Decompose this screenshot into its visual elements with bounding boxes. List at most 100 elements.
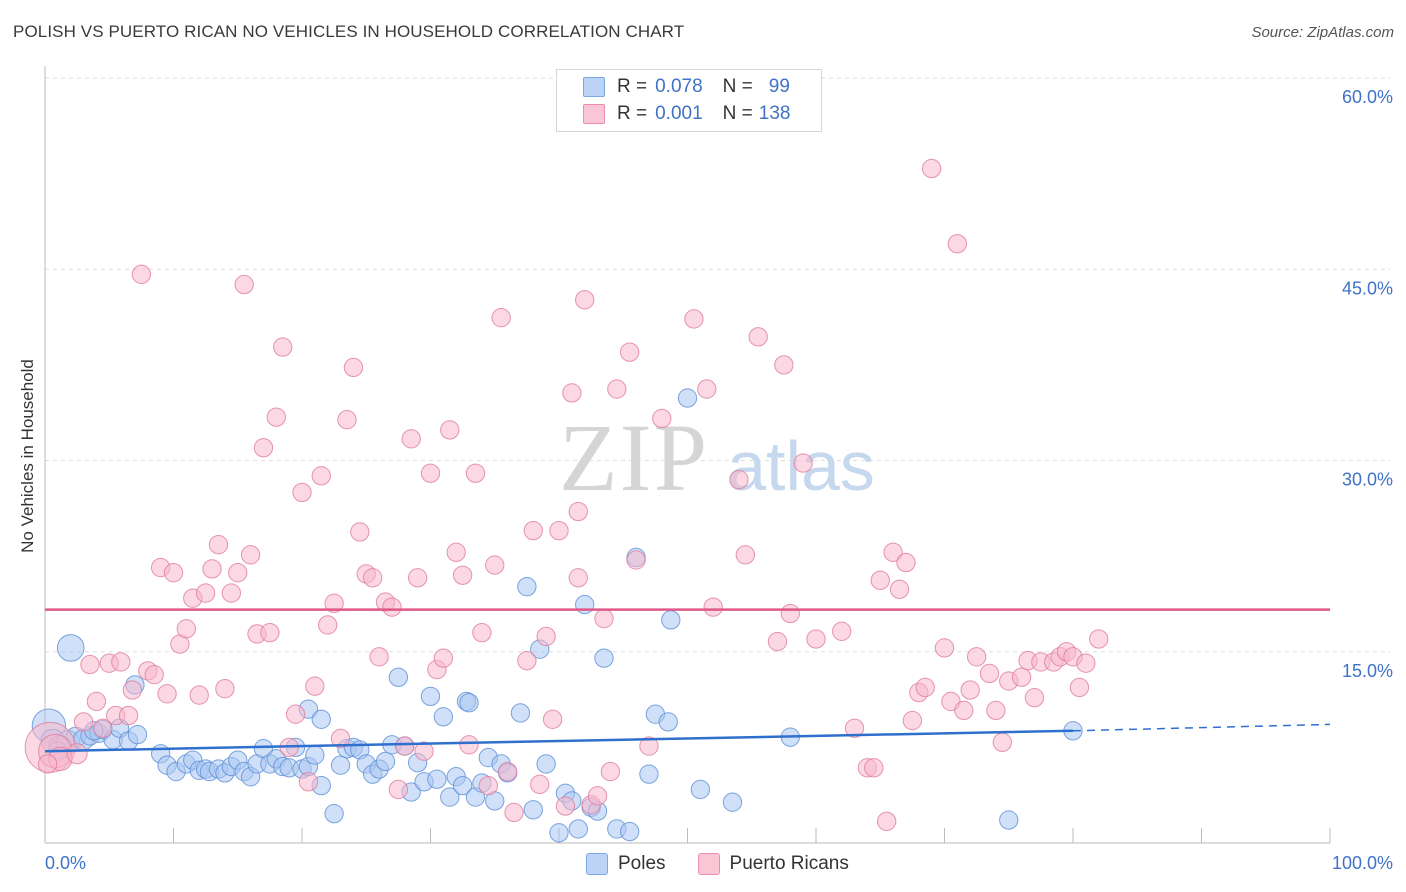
data-point <box>343 357 364 378</box>
series-puerto-ricans <box>24 158 1109 831</box>
data-point <box>420 463 441 483</box>
data-point <box>478 775 498 796</box>
legend: R = 0.078 N = 99 R = 0.001 N = 138 <box>556 69 822 132</box>
y-tick-label: 60.0% <box>1342 87 1393 107</box>
bottom-legend-poles: Poles <box>586 853 666 875</box>
data-point <box>530 774 550 795</box>
data-point <box>652 408 672 429</box>
data-point <box>440 420 460 440</box>
data-point <box>523 520 543 541</box>
bottom-legend-label-puerto-ricans: Puerto Ricans <box>729 853 849 874</box>
bottom-legend: Poles Puerto Ricans <box>586 853 881 875</box>
data-point <box>1076 653 1096 673</box>
data-point <box>459 735 479 755</box>
data-point <box>395 736 415 756</box>
data-point <box>388 667 409 687</box>
data-point <box>607 379 627 399</box>
y-tick-label: 45.0% <box>1342 278 1393 298</box>
data-point <box>157 684 177 704</box>
legend-r-value: 0.078 <box>655 76 703 97</box>
trend-line-poles-extrapolated <box>1072 723 1331 732</box>
data-point <box>215 679 235 699</box>
data-point <box>658 712 678 732</box>
data-point <box>369 647 389 667</box>
data-point <box>37 754 58 774</box>
data-point <box>118 705 139 726</box>
data-point <box>318 615 338 635</box>
data-point <box>735 545 755 565</box>
x-tick-label-min: 0.0% <box>45 853 86 873</box>
data-point <box>86 691 107 712</box>
data-point <box>375 751 396 772</box>
data-point <box>510 703 531 723</box>
data-point <box>127 724 148 745</box>
data-point <box>122 680 143 700</box>
data-point <box>189 685 209 705</box>
data-point <box>986 700 1006 721</box>
data-point <box>273 337 293 357</box>
legend-r-value: 0.001 <box>655 103 703 124</box>
data-point <box>330 728 351 749</box>
data-point <box>780 603 800 624</box>
data-point <box>703 597 723 617</box>
data-point <box>221 583 241 603</box>
data-point <box>285 704 306 724</box>
data-point <box>600 761 621 782</box>
legend-r-label: R = <box>617 76 648 97</box>
data-point <box>1089 629 1109 649</box>
data-point <box>504 802 524 823</box>
data-point <box>587 786 608 806</box>
data-point <box>562 383 582 403</box>
data-point <box>536 626 556 647</box>
data-point <box>388 779 409 800</box>
data-point <box>536 754 556 774</box>
data-point <box>639 764 659 784</box>
data-point <box>661 610 681 630</box>
data-point <box>195 583 216 603</box>
legend-n-label: N = <box>722 76 753 97</box>
data-point <box>877 811 897 831</box>
data-point <box>324 804 344 824</box>
data-point <box>202 559 222 579</box>
data-point <box>934 638 955 658</box>
data-point <box>960 680 980 700</box>
data-point <box>999 810 1019 830</box>
data-point <box>594 648 614 668</box>
data-point <box>414 741 434 761</box>
data-point <box>864 758 884 778</box>
data-point <box>639 736 659 756</box>
legend-swatch-puerto-ricans <box>583 104 605 124</box>
data-point <box>311 709 331 729</box>
data-point <box>729 469 749 490</box>
data-point <box>748 327 768 347</box>
data-point <box>568 568 588 588</box>
legend-row-poles: R = 0.078 N = 99 <box>583 75 790 99</box>
data-point <box>427 769 447 789</box>
data-point <box>542 709 563 729</box>
data-point <box>305 676 325 696</box>
data-point <box>677 388 698 408</box>
data-point <box>382 597 402 617</box>
data-point <box>844 718 865 738</box>
data-point <box>491 308 511 328</box>
data-point <box>549 520 569 541</box>
data-point <box>1024 687 1045 708</box>
data-point <box>832 621 852 642</box>
y-tick-label: 15.0% <box>1342 661 1393 681</box>
grid-lines <box>45 77 1390 653</box>
data-point <box>517 577 537 597</box>
data-point <box>870 570 890 591</box>
x-tick-label-max: 100.0% <box>1332 853 1393 873</box>
data-point <box>446 542 466 562</box>
data-point <box>902 710 923 731</box>
series-poles <box>31 388 1083 843</box>
legend-n-value: 99 <box>768 76 790 97</box>
data-point <box>401 429 421 449</box>
data-point <box>992 732 1012 752</box>
trend-lines <box>44 608 1331 753</box>
data-point <box>93 718 113 738</box>
data-point <box>626 550 646 570</box>
data-point <box>311 466 331 486</box>
data-point <box>163 563 184 583</box>
data-point <box>350 522 370 542</box>
